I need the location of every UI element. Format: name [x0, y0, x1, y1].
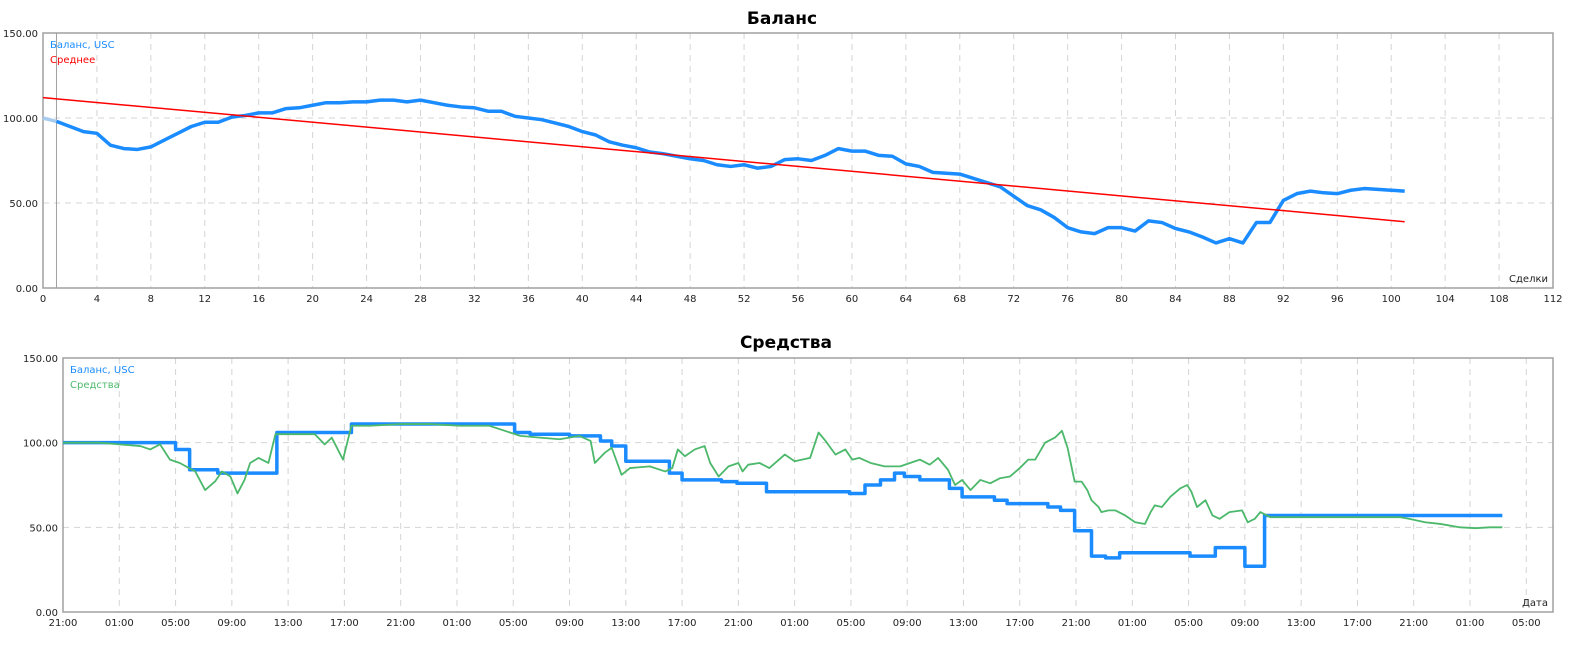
- legend-item: Баланс, USC: [70, 365, 135, 376]
- x-tick-label: 84: [1169, 294, 1182, 305]
- x-tick-label: 48: [684, 294, 697, 305]
- x-tick-label: 88: [1223, 294, 1236, 305]
- x-tick-label: 24: [360, 294, 373, 305]
- x-tick-label: 108: [1490, 294, 1509, 305]
- y-tick-label: 0.00: [16, 284, 38, 295]
- x-tick-label: 76: [1061, 294, 1074, 305]
- legend-item: Баланс, USC: [50, 40, 115, 51]
- x-tick-label: 64: [899, 294, 912, 305]
- x-tick-label: 72: [1007, 294, 1020, 305]
- series-line-balance: [55, 98, 1405, 245]
- chart-title-balance: Баланс: [747, 9, 817, 29]
- series-line-average: [42, 96, 1405, 223]
- x-tick-label: 01:00: [1456, 618, 1485, 629]
- x-tick-label: 56: [792, 294, 805, 305]
- x-tick-label: 05:00: [499, 618, 528, 629]
- x-tick-label: 4: [94, 294, 100, 305]
- x-tick-label: 32: [468, 294, 481, 305]
- x-tick-label: 0: [40, 294, 46, 305]
- x-tick-label: 52: [738, 294, 751, 305]
- x-tick-label: 17:00: [1343, 618, 1372, 629]
- x-tick-label: 17:00: [668, 618, 697, 629]
- x-tick-label: 13:00: [949, 618, 978, 629]
- y-tick-label: 0.00: [36, 608, 58, 619]
- x-tick-label: 05:00: [1174, 618, 1203, 629]
- legend-item: Среднее: [50, 55, 95, 66]
- x-tick-label: 20: [306, 294, 319, 305]
- x-tick-label: 21:00: [49, 618, 78, 629]
- plot-frame: [62, 357, 1554, 613]
- x-tick-label: 21:00: [724, 618, 753, 629]
- x-tick-label: 13:00: [611, 618, 640, 629]
- x-tick-label: 09:00: [1230, 618, 1259, 629]
- x-axis-label: Сделки: [1509, 274, 1548, 285]
- chart-title-equity: Средства: [740, 333, 832, 353]
- balance-chart: 0 4 8 12 16 20 24 28 32 36 40 44 48 52 56 60 64 68 72 76 80 8…: [3, 29, 1563, 305]
- x-tick-label: 21:00: [386, 618, 415, 629]
- x-tick-label: 09:00: [893, 618, 922, 629]
- x-tick-label: 01:00: [780, 618, 809, 629]
- series-line-balance: [63, 422, 1503, 569]
- x-tick-label: 05:00: [836, 618, 865, 629]
- x-tick-label: 12: [198, 294, 211, 305]
- x-tick-label: 17:00: [330, 618, 359, 629]
- y-tick-label: 50.00: [29, 523, 58, 534]
- x-tick-label: 09:00: [555, 618, 584, 629]
- x-tick-label: 05:00: [1512, 618, 1541, 629]
- y-tick-label: 150.00: [23, 354, 58, 365]
- x-tick-label: 28: [414, 294, 427, 305]
- x-tick-label: 40: [576, 294, 589, 305]
- x-tick-label: 01:00: [105, 618, 134, 629]
- plot-frame: [42, 32, 1554, 289]
- x-tick-label: 21:00: [1062, 618, 1091, 629]
- x-tick-label: 8: [148, 294, 154, 305]
- y-tick-label: 50.00: [9, 199, 38, 210]
- x-tick-label: 44: [630, 294, 643, 305]
- x-tick-label: 05:00: [161, 618, 190, 629]
- x-tick-label: 21:00: [1399, 618, 1428, 629]
- equity-chart: 21:00 01:00 05:00 09:00 13:00 17:00 21:00 01:00…: [23, 354, 1554, 629]
- x-tick-label: 60: [846, 294, 859, 305]
- x-tick-label: 80: [1115, 294, 1128, 305]
- y-tick-label: 100.00: [3, 114, 38, 125]
- series-start-segment: [42, 116, 57, 124]
- y-tick-label: 100.00: [23, 439, 58, 450]
- x-tick-label: 92: [1277, 294, 1290, 305]
- x-axis-label: Дата: [1522, 598, 1548, 609]
- x-tick-label: 104: [1436, 294, 1455, 305]
- series-line-equity: [63, 423, 1503, 530]
- x-tick-label: 36: [522, 294, 535, 305]
- x-tick-label: 17:00: [1005, 618, 1034, 629]
- legend-item: Средства: [70, 380, 120, 391]
- y-tick-label: 150.00: [3, 29, 38, 40]
- x-tick-label: 68: [953, 294, 966, 305]
- x-tick-label: 112: [1543, 294, 1562, 305]
- x-tick-label: 13:00: [274, 618, 303, 629]
- x-tick-label: 01:00: [1118, 618, 1147, 629]
- x-tick-label: 96: [1331, 294, 1344, 305]
- x-tick-label: 100: [1382, 294, 1401, 305]
- x-tick-label: 16: [252, 294, 265, 305]
- x-tick-label: 01:00: [443, 618, 472, 629]
- x-tick-label: 09:00: [217, 618, 246, 629]
- x-tick-label: 13:00: [1287, 618, 1316, 629]
